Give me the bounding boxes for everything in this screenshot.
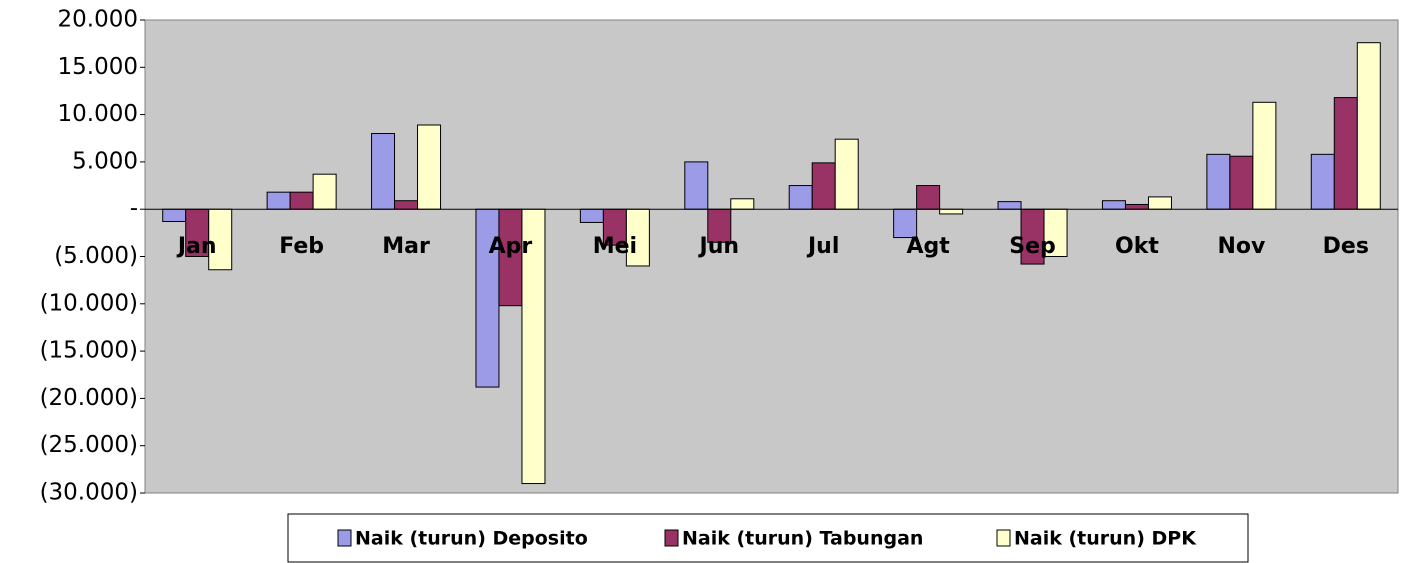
x-tick-label: Agt [906, 234, 950, 259]
y-tick-label: (30.000) [40, 480, 138, 506]
x-tick-label: Jul [806, 234, 839, 259]
legend-label: Naik (turun) Tabungan [682, 528, 923, 550]
bar [788, 185, 813, 210]
bar [312, 173, 337, 210]
y-tick-label: - [130, 196, 138, 222]
y-tick-label: (5.000) [54, 243, 138, 269]
bar [1147, 196, 1172, 210]
legend-swatch [337, 529, 352, 547]
bar [417, 124, 442, 210]
legend-label: Naik (turun) Deposito [355, 528, 588, 550]
x-tick-label: Jun [698, 234, 740, 259]
bar [1229, 155, 1254, 210]
bar [1356, 42, 1381, 210]
bar [394, 200, 419, 210]
bar [997, 201, 1022, 210]
y-tick-label: 10.000 [58, 101, 138, 127]
legend-box [287, 513, 1249, 563]
bar [1206, 153, 1231, 210]
bar [834, 138, 859, 210]
legend-swatch [996, 529, 1011, 547]
bar [684, 161, 709, 210]
x-tick-label: Okt [1115, 234, 1159, 259]
x-tick-label: Des [1323, 234, 1369, 259]
bar [289, 191, 314, 210]
bar [1101, 200, 1126, 210]
y-tick-label: (15.000) [40, 338, 138, 364]
bar [939, 208, 964, 215]
x-tick-label: Nov [1217, 234, 1266, 259]
bar [1333, 97, 1358, 210]
y-tick-label: 5.000 [72, 148, 138, 174]
plot-area [144, 19, 1399, 494]
legend-label: Naik (turun) DPK [1014, 528, 1197, 550]
legend-swatch [664, 529, 679, 547]
y-tick-label: (20.000) [40, 385, 138, 411]
bar [1310, 153, 1335, 210]
y-tick-label: 20.000 [58, 7, 138, 33]
bar [371, 133, 396, 210]
y-tick-label: (10.000) [40, 290, 138, 316]
x-tick-label: Mei [593, 234, 637, 259]
x-tick-label: Apr [489, 234, 533, 259]
x-tick-label: Jan [176, 234, 217, 259]
bar [1252, 101, 1277, 210]
y-tick-label: 15.000 [58, 54, 138, 80]
x-tick-label: Feb [279, 234, 324, 259]
x-tick-label: Mar [382, 234, 430, 259]
bar [1124, 203, 1149, 210]
y-tick-label: (25.000) [40, 432, 138, 458]
bar [916, 185, 941, 210]
bar [811, 162, 836, 210]
bar [579, 208, 604, 223]
bar [730, 198, 755, 210]
x-tick-label: Sep [1009, 234, 1056, 259]
bar [266, 191, 291, 210]
bar [162, 208, 187, 222]
